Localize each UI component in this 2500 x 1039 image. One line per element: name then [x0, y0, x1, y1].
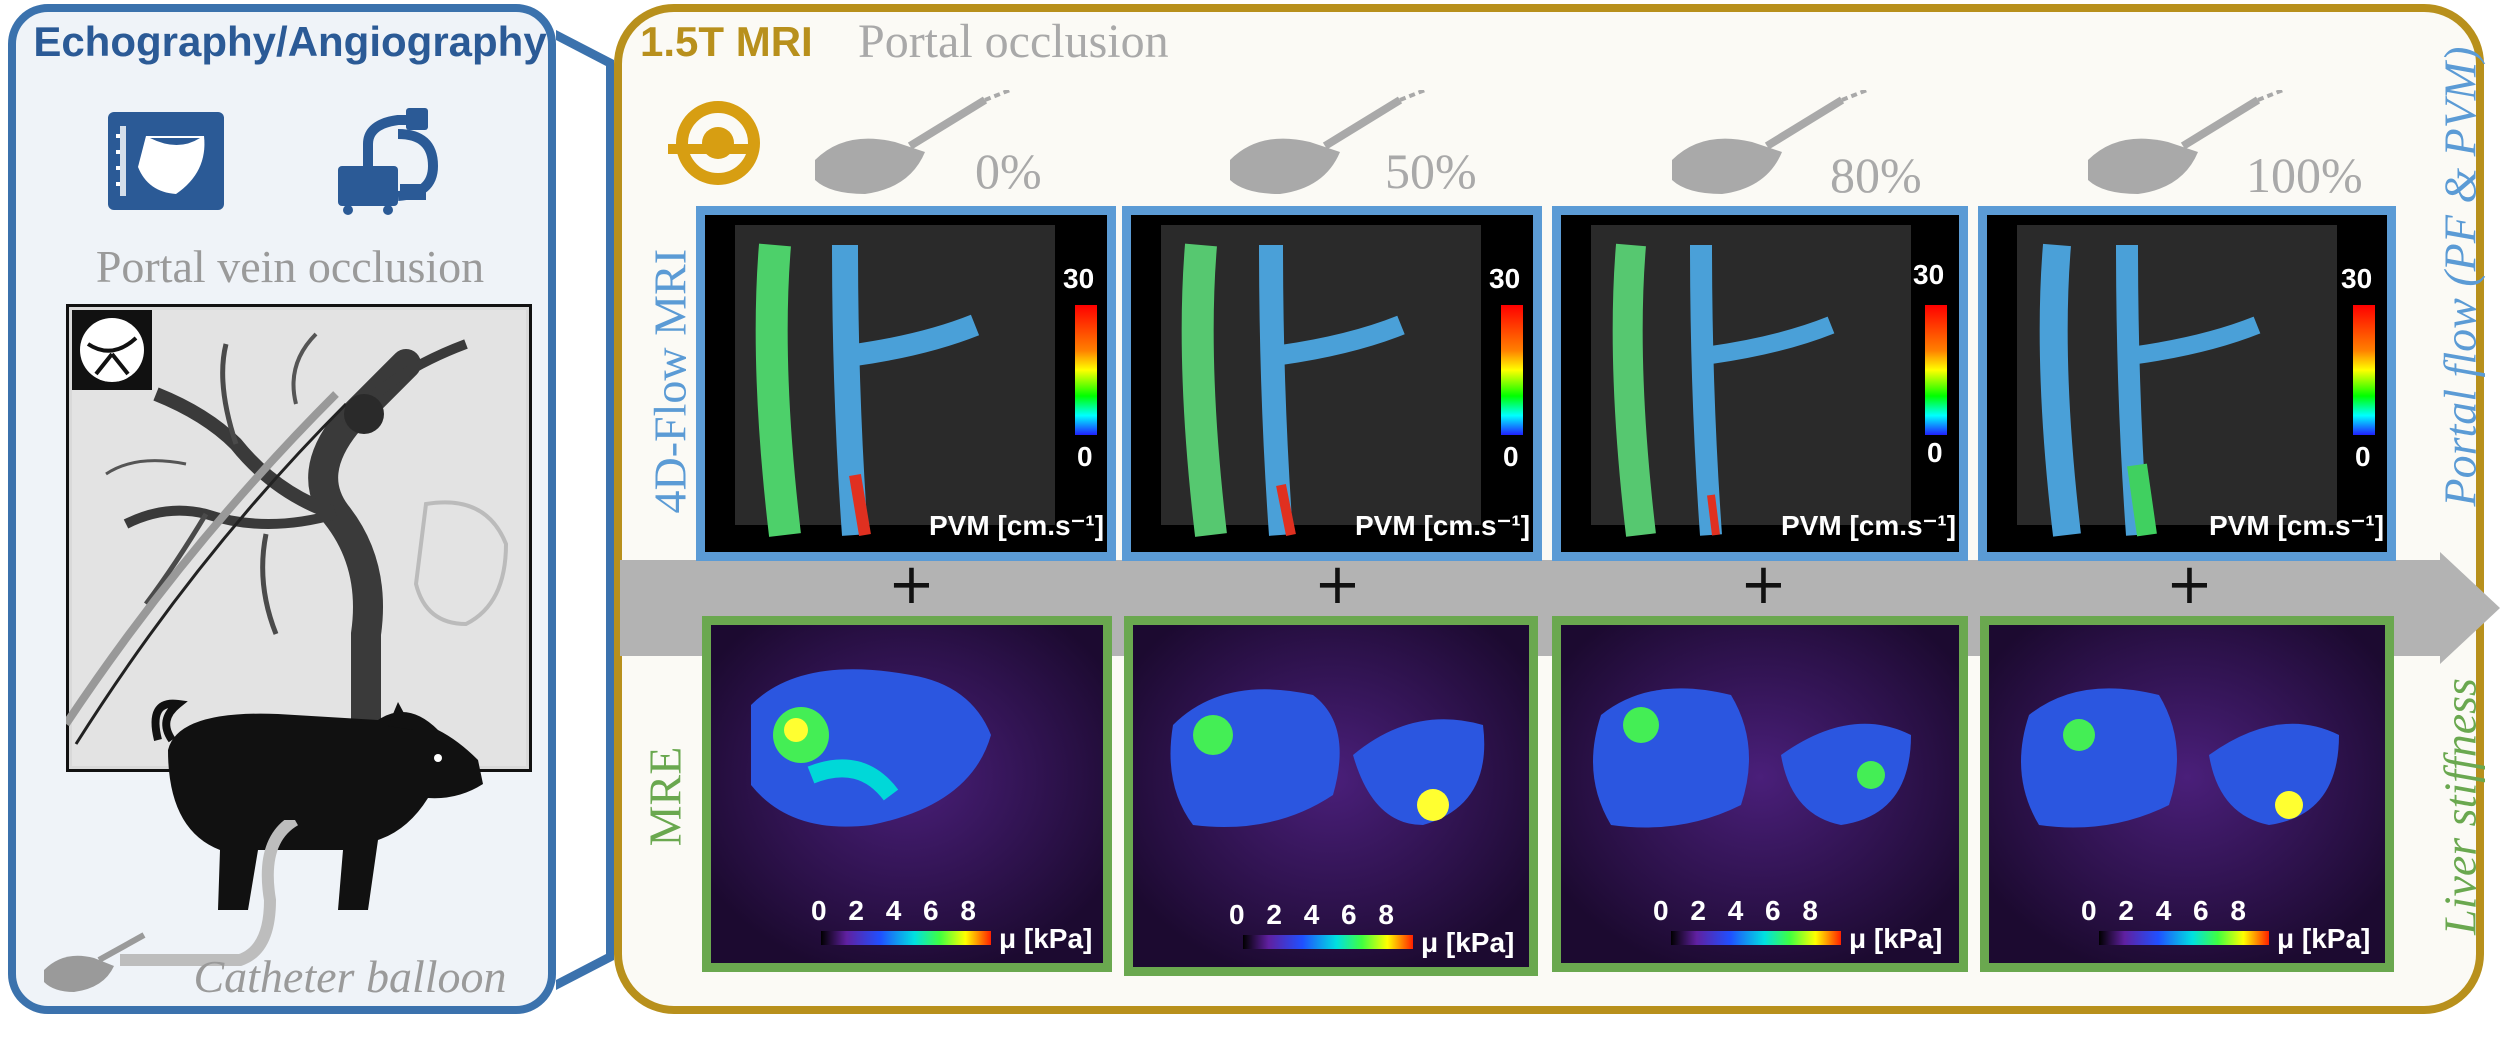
pvm-unit-label: PVM [cm.s⁻¹]	[1355, 510, 1531, 541]
plus-sign: +	[1314, 552, 1361, 617]
portal-occlusion-label: Portal occlusion	[858, 15, 1169, 68]
kpa-ticks: 0 2 4 6 8	[1229, 899, 1394, 930]
kpa-ticks: 0 2 4 6 8	[811, 895, 976, 926]
mre-panel: 0 2 4 6 8 μ [kPa]	[1552, 616, 1968, 972]
velocity-colorbar	[1501, 305, 1523, 435]
stiffness-colorbar	[821, 931, 991, 945]
mre-panel: 0 2 4 6 8 μ [kPa]	[702, 616, 1112, 972]
kpa-unit-label: μ [kPa]	[2277, 923, 2371, 954]
plus-sign: +	[888, 552, 935, 617]
mri-scanner-icon	[668, 101, 760, 185]
pvm-unit-label: PVM [cm.s⁻¹]	[1781, 510, 1957, 541]
scale-max: 30	[1913, 259, 1945, 290]
catheter-hand-icon	[44, 932, 146, 992]
velocity-colorbar	[1075, 305, 1097, 435]
flow-mri-panel: 30 0 PVM [cm.s⁻¹]	[1122, 206, 1542, 561]
occlusion-percent: 0%	[975, 143, 1042, 199]
c-arm-icon	[338, 108, 438, 215]
kpa-ticks: 0 2 4 6 8	[2081, 895, 2246, 926]
portal-vein-occlusion-label: Portal vein occlusion	[95, 241, 485, 292]
side-label-portal-flow: Portal flow (PF & PVM)	[2434, 46, 2486, 507]
kpa-ticks: 0 2 4 6 8	[1653, 895, 1818, 926]
side-label-liver-stiffness: Liver stiffness	[2434, 678, 2486, 935]
row-label-4d-flow: 4D-Flow MRI	[644, 248, 696, 514]
angiography-image	[66, 304, 532, 772]
plus-sign: +	[1740, 552, 1787, 617]
scale-min: 0	[1503, 441, 1519, 472]
velocity-colorbar	[2353, 305, 2375, 435]
row-label-mre: MRE	[639, 746, 691, 847]
scale-max: 30	[1489, 263, 1521, 294]
pvm-unit-label: PVM [cm.s⁻¹]	[929, 510, 1105, 541]
plus-sign: +	[2166, 552, 2213, 617]
pvm-unit-label: PVM [cm.s⁻¹]	[2209, 510, 2385, 541]
mre-panel: 0 2 4 6 8 μ [kPa]	[1124, 616, 1538, 976]
scale-min: 0	[1077, 441, 1093, 472]
mre-panel: 0 2 4 6 8 μ [kPa]	[1980, 616, 2394, 972]
occlusion-percent: 50%	[1385, 143, 1477, 199]
occlusion-percent: 80%	[1830, 147, 1922, 203]
flow-mri-panel: 30 0 PVM [cm.s⁻¹]	[1552, 206, 1968, 561]
kpa-unit-label: μ [kPa]	[1421, 927, 1515, 958]
stiffness-colorbar	[1243, 935, 1413, 949]
left-panel-title: Echography/Angiography	[33, 18, 547, 65]
mri-scanner-label: 1.5T MRI	[640, 18, 813, 65]
panel-connector	[556, 30, 614, 990]
flow-mri-panel: 30 0 PVM [cm.s⁻¹]	[696, 206, 1116, 561]
liver-vessel-icon	[86, 336, 138, 376]
scale-max: 30	[1063, 263, 1095, 294]
occlusion-percent: 100%	[2246, 147, 2363, 203]
scale-min: 0	[2355, 441, 2371, 472]
flow-mri-panel: 30 0 PVM [cm.s⁻¹]	[1978, 206, 2396, 561]
catheter-hand-icon	[1230, 90, 1426, 194]
kpa-unit-label: μ [kPa]	[1849, 923, 1943, 954]
scale-min: 0	[1927, 437, 1943, 468]
pig-icon	[151, 699, 483, 910]
catheter-hand-icon	[815, 90, 1011, 194]
ultrasound-icon	[108, 112, 224, 210]
stiffness-colorbar	[2099, 931, 2269, 945]
catheter-balloon-label: Catheter balloon	[193, 951, 507, 1002]
catheter-tube	[120, 820, 299, 966]
stiffness-colorbar	[1671, 931, 1841, 945]
kpa-unit-label: μ [kPa]	[999, 923, 1093, 954]
scale-max: 30	[2341, 263, 2373, 294]
catheter-hand-icon	[2088, 90, 2284, 194]
catheter-hand-icon	[1672, 90, 1868, 194]
velocity-colorbar	[1925, 305, 1947, 435]
